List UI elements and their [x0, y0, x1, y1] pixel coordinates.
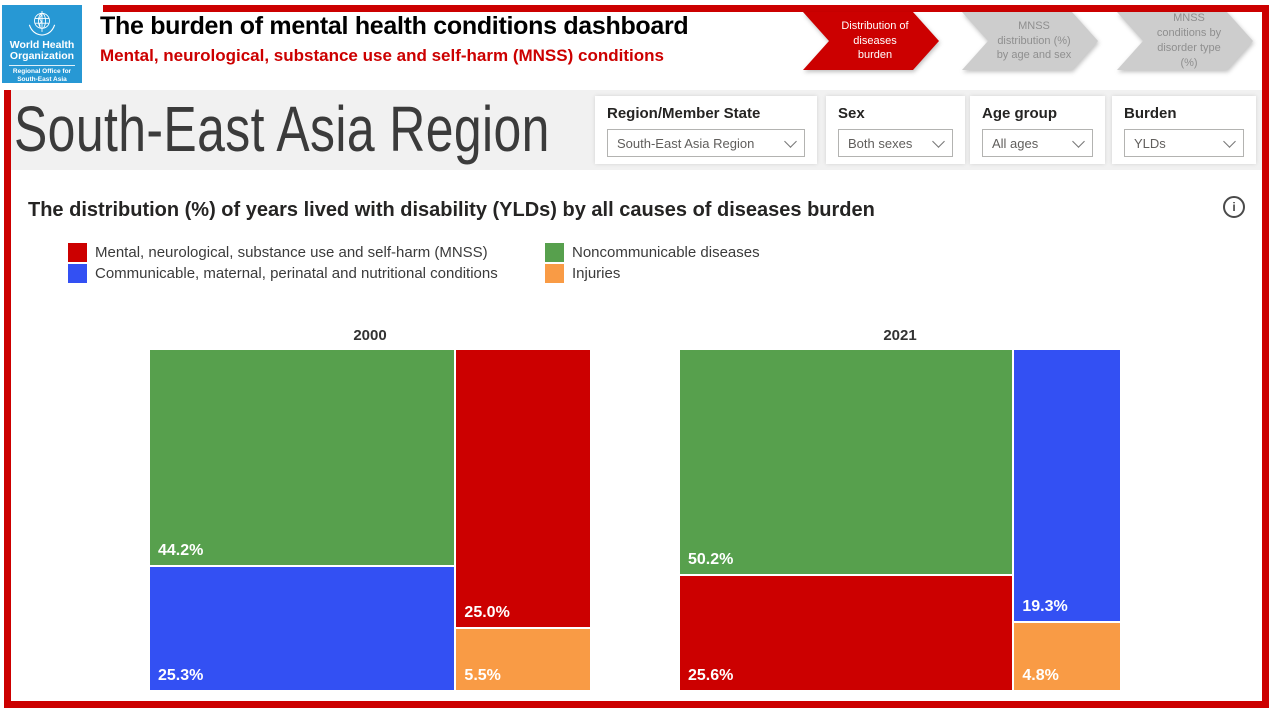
nav-chevron-label: Distribution of diseases burden — [803, 12, 939, 70]
chevron-down-icon — [932, 134, 945, 148]
page-title: The burden of mental health conditions d… — [100, 12, 689, 40]
frame-left — [4, 90, 11, 708]
treemap-cell-value: 44.2% — [158, 541, 204, 559]
filter-dropdown[interactable]: Both sexes — [838, 129, 953, 157]
treemap-cell-value: 25.3% — [158, 667, 204, 684]
treemap-column: 25.0% 5.5% — [456, 350, 590, 690]
filter-label: Age group — [982, 105, 1057, 122]
frame-bottom — [4, 701, 1269, 708]
legend-item-communicable[interactable]: Communicable, maternal, perinatal and nu… — [68, 263, 545, 283]
treemap-cell-mnss-2021[interactable]: 25.6% — [680, 575, 1013, 690]
filter-dropdown[interactable]: All ages — [982, 129, 1093, 157]
who-emblem-icon — [28, 10, 56, 36]
filter-selected-value: Both sexes — [848, 135, 913, 151]
filter-card-age-group: Age group All ages — [970, 96, 1105, 164]
legend-label: Noncommunicable diseases — [572, 243, 760, 261]
chevron-down-icon — [784, 134, 797, 148]
treemap-column: 19.3% 4.8% — [1014, 350, 1120, 690]
treemap-cell-communicable-2000[interactable]: 25.3% — [150, 566, 455, 690]
info-icon[interactable]: i — [1223, 196, 1245, 218]
treemap-cell-communicable-2021[interactable]: 19.3% — [1014, 350, 1120, 621]
frame-right — [1262, 5, 1269, 708]
nav-chevron-3[interactable]: MNSS conditions by disorder type (%) — [1117, 12, 1253, 70]
treemap-cell-noncommunicable-2000[interactable]: 44.2% — [150, 350, 455, 565]
legend-label: Mental, neurological, substance use and … — [95, 243, 488, 261]
treemap-cell-value: 5.5% — [464, 667, 501, 684]
treemap-cell-value: 4.8% — [1022, 667, 1059, 684]
legend-item-mnss[interactable]: Mental, neurological, substance use and … — [68, 242, 545, 262]
chart-title: The distribution (%) of years lived with… — [28, 199, 875, 221]
treemap-2021: 2021 50.2% 25.6% 19.3% 4.8% — [680, 327, 1120, 690]
treemap-column: 50.2% 25.6% — [680, 350, 1013, 690]
filter-selected-value: All ages — [992, 135, 1039, 151]
treemap-cell-mnss-2000[interactable]: 25.0% — [456, 350, 590, 628]
treemap-year-title: 2021 — [883, 327, 917, 344]
legend-swatch-noncommunicable — [545, 242, 564, 262]
filter-selected-value: YLDs — [1134, 135, 1166, 151]
treemap-cell-value: 50.2% — [688, 550, 734, 568]
treemap-cell-injuries-2021[interactable]: 4.8% — [1014, 622, 1120, 690]
filter-dropdown[interactable]: South-East Asia Region — [607, 129, 805, 157]
nav-chevron-label: MNSS distribution (%) by age and sex — [962, 12, 1098, 70]
legend-item-injuries[interactable]: Injuries — [545, 263, 760, 283]
filter-label: Region/Member State — [607, 105, 761, 122]
nav-chevron-label: MNSS conditions by disorder type (%) — [1117, 12, 1253, 70]
treemap-2000: 2000 44.2% 25.3% 25.0% 5.5% — [150, 327, 590, 690]
legend-swatch-mnss — [68, 242, 87, 262]
treemap-plot: 50.2% 25.6% 19.3% 4.8% — [680, 350, 1120, 690]
filter-card-burden: Burden YLDs — [1112, 96, 1256, 164]
treemap-cell-value: 19.3% — [1022, 597, 1068, 615]
region-title: South-East Asia Region — [14, 93, 550, 165]
treemap-cell-value: 25.0% — [464, 604, 510, 622]
legend-item-noncommunicable[interactable]: Noncommunicable diseases — [545, 242, 760, 262]
treemap-cell-injuries-2000[interactable]: 5.5% — [456, 629, 590, 690]
filter-selected-value: South-East Asia Region — [617, 135, 755, 151]
legend-swatch-injuries — [545, 263, 564, 283]
treemap-cell-noncommunicable-2021[interactable]: 50.2% — [680, 350, 1013, 574]
frame-top — [103, 5, 1269, 12]
who-office-name: Regional Office for South-East Asia — [9, 65, 75, 83]
header-titles: The burden of mental health conditions d… — [100, 12, 689, 66]
nav-chevron-1[interactable]: Distribution of diseases burden — [803, 12, 939, 70]
legend: Mental, neurological, substance use and … — [68, 242, 760, 283]
legend-swatch-communicable — [68, 263, 87, 283]
page-subtitle: Mental, neurological, substance use and … — [100, 46, 664, 65]
filter-card-region-member-state: Region/Member State South-East Asia Regio… — [595, 96, 817, 164]
treemap-cell-value: 25.6% — [688, 667, 734, 684]
filter-card-sex: Sex Both sexes — [826, 96, 965, 164]
legend-label: Injuries — [572, 264, 621, 282]
legend-label: Communicable, maternal, perinatal and nu… — [95, 264, 498, 282]
treemap-year-title: 2000 — [353, 327, 387, 344]
nav-chevron-2[interactable]: MNSS distribution (%) by age and sex — [962, 12, 1098, 70]
chevron-down-icon — [1223, 134, 1236, 148]
filter-label: Sex — [838, 105, 865, 122]
treemap-column: 44.2% 25.3% — [150, 350, 455, 690]
who-org-name: World Health Organization — [9, 39, 75, 62]
chevron-down-icon — [1072, 134, 1085, 148]
treemap-plot: 44.2% 25.3% 25.0% 5.5% — [150, 350, 590, 690]
who-logo: World Health Organization Regional Offic… — [2, 5, 82, 83]
filter-label: Burden — [1124, 105, 1177, 122]
filter-dropdown[interactable]: YLDs — [1124, 129, 1244, 157]
